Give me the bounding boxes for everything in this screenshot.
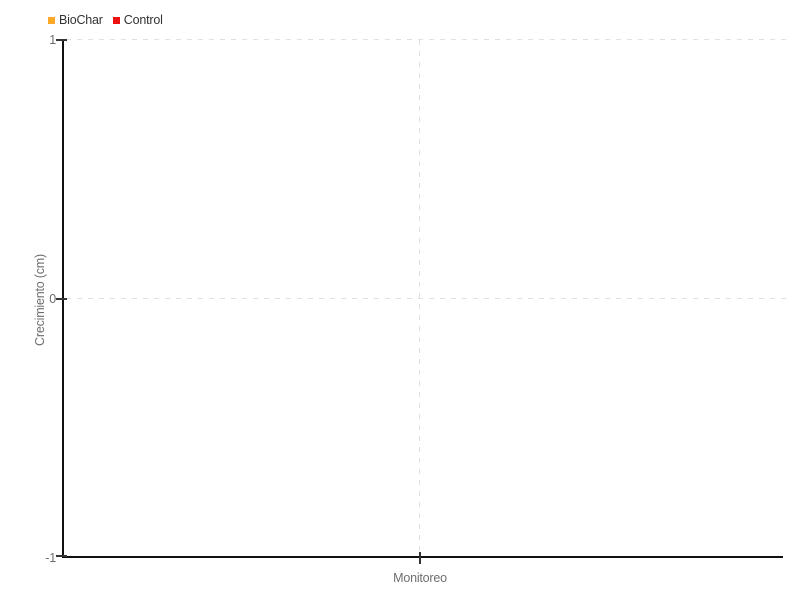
y-tick-mark-neg1 <box>56 555 67 557</box>
gridline-y0 <box>66 298 788 299</box>
y-tick-mark-1 <box>56 39 67 41</box>
gridline-x-center <box>419 40 420 557</box>
y-tick-label-0: 0 <box>49 292 56 306</box>
gridline-y1 <box>66 39 788 40</box>
chart-legend: BioChar Control <box>48 13 163 27</box>
x-axis-title: Monitoreo <box>393 571 447 585</box>
legend-label-biochar: BioChar <box>59 13 103 27</box>
biochar-series-swatch <box>48 16 55 24</box>
x-tick-mark-center <box>419 552 421 564</box>
legend-label-control: Control <box>123 13 163 27</box>
legend-item-control: Control <box>112 13 163 27</box>
control-series-swatch <box>112 16 120 24</box>
y-tick-label-neg1: -1 <box>45 551 56 565</box>
plot-area <box>62 40 783 558</box>
y-tick-mark-0 <box>56 298 67 300</box>
y-tick-label-1: 1 <box>49 33 56 47</box>
legend-item-biochar: BioChar <box>48 13 103 27</box>
y-axis-title: Crecimiento (cm) <box>33 254 47 346</box>
